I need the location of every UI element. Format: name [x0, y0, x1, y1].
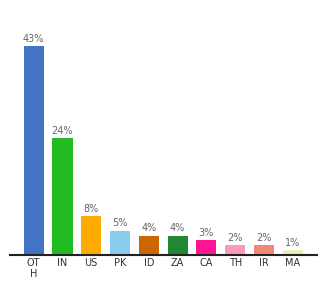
Bar — [110, 231, 130, 255]
Bar — [283, 250, 303, 255]
Text: 3%: 3% — [199, 228, 214, 238]
Bar — [196, 240, 216, 255]
Text: 4%: 4% — [141, 223, 156, 233]
Bar — [24, 46, 44, 255]
Bar — [254, 245, 274, 255]
Text: 1%: 1% — [285, 238, 300, 248]
Bar — [81, 216, 101, 255]
Text: 8%: 8% — [84, 204, 99, 214]
Text: 5%: 5% — [112, 218, 128, 228]
Bar — [225, 245, 245, 255]
Bar — [52, 138, 73, 255]
Text: 4%: 4% — [170, 223, 185, 233]
Bar — [139, 236, 159, 255]
Bar — [167, 236, 188, 255]
Text: 24%: 24% — [52, 126, 73, 136]
Text: 43%: 43% — [23, 34, 44, 44]
Text: 2%: 2% — [256, 233, 272, 243]
Text: 2%: 2% — [228, 233, 243, 243]
